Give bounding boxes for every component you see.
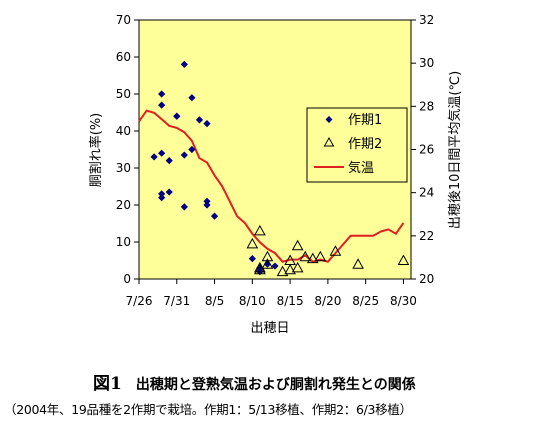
sakki2-point xyxy=(254,263,266,275)
sakki1-point xyxy=(150,153,158,161)
legend-triangle-marker xyxy=(323,136,335,147)
x-tick-label: 8/5 xyxy=(205,294,224,308)
x-tick-label: 8/15 xyxy=(277,294,304,308)
left-tick-label: 0 xyxy=(123,272,131,286)
legend-box xyxy=(306,107,408,183)
series-sakki2 xyxy=(246,224,410,277)
x-axis: 7/26 7/31 8/5 8/10 8/15 8/20 8/25 8/30 xyxy=(126,279,417,308)
sakki2-point xyxy=(291,261,304,273)
x-axis-label: 出穂日 xyxy=(250,321,289,336)
left-tick-label: 30 xyxy=(116,161,131,175)
temperature-line xyxy=(138,109,405,263)
sakki2-point xyxy=(314,250,327,262)
sakki1-point xyxy=(271,262,279,270)
sakki1-point xyxy=(188,145,196,154)
sakki1-point xyxy=(256,264,264,272)
y-axis-label-left: 胴割れ率(%) xyxy=(88,113,104,188)
sakki1-point xyxy=(158,190,166,198)
sakki1-point xyxy=(180,151,188,159)
sakki1-point xyxy=(188,94,196,102)
figure-caption-title: 図1 出穂期と登熟気温および胴割れ発生との関係 xyxy=(93,369,416,394)
sakki2-point xyxy=(261,250,274,262)
x-tick-label: 7/26 xyxy=(126,294,153,308)
x-tick-label: 8/30 xyxy=(390,294,417,308)
series-temperature xyxy=(138,109,405,263)
sakki2-point xyxy=(284,263,296,275)
left-tick-label: 20 xyxy=(116,198,131,212)
sakki2-point xyxy=(306,252,319,264)
sakki1-point xyxy=(248,255,256,263)
sakki2-point xyxy=(246,237,259,249)
chart: 0 10 20 30 40 50 60 70 20 22 24 26 28 30 32 7/26 7/31 8… xyxy=(88,13,463,336)
figure-number: 図1 xyxy=(93,374,122,394)
legend-diamond-marker xyxy=(325,116,333,123)
legend: 作期1 作期2 気温 xyxy=(306,107,408,183)
sakki2-point xyxy=(261,258,274,269)
left-tick-label: 50 xyxy=(116,87,131,101)
sakki1-point xyxy=(263,260,272,268)
right-y-axis: 20 22 24 26 28 30 32 xyxy=(411,13,434,286)
sakki1-point xyxy=(203,197,211,205)
right-tick-label: 20 xyxy=(419,272,434,286)
x-tick-label: 7/31 xyxy=(163,294,190,308)
sakki2-point xyxy=(352,258,364,269)
sakki1-point xyxy=(203,201,211,209)
x-tick-label: 8/25 xyxy=(352,294,379,308)
series-sakki1 xyxy=(150,60,279,276)
legend-label-temperature: 気温 xyxy=(348,160,374,176)
left-y-axis: 0 10 20 30 40 50 60 70 xyxy=(116,13,139,286)
right-tick-label: 22 xyxy=(419,229,434,243)
sakki1-point xyxy=(195,116,204,124)
sakki2-point xyxy=(397,254,410,265)
sakki1-point xyxy=(158,149,166,157)
legend-label-sakki1: 作期1 xyxy=(348,113,382,128)
x-tick-label: 8/20 xyxy=(314,294,341,308)
sakki1-point xyxy=(165,188,173,196)
right-tick-label: 32 xyxy=(419,13,434,27)
sakki2-point xyxy=(291,239,304,251)
right-tick-label: 30 xyxy=(419,56,434,70)
right-tick-label: 28 xyxy=(419,99,434,113)
legend-label-sakki2: 作期2 xyxy=(348,137,382,152)
left-tick-label: 70 xyxy=(116,13,131,27)
sakki2-point xyxy=(299,250,312,262)
figure-title: 出穂期と登熟気温および胴割れ発生との関係 xyxy=(135,377,416,393)
left-tick-label: 60 xyxy=(116,50,131,64)
figure-caption-note: （2004年、19品種を2作期で栽培。作期1：5/13移植、作期2：6/3移植） xyxy=(4,402,412,417)
sakki1-point xyxy=(158,90,166,98)
sakki2-point xyxy=(254,224,266,236)
sakki1-point xyxy=(180,60,188,68)
sakki1-point xyxy=(165,157,173,165)
y-axis-label-right: 出穂後10日間平均気温(℃) xyxy=(447,71,463,229)
left-tick-label: 10 xyxy=(116,235,131,249)
sakki1-point xyxy=(180,203,188,211)
left-tick-label: 40 xyxy=(116,124,131,138)
sakki2-point xyxy=(276,265,289,277)
x-tick-label: 8/10 xyxy=(239,294,266,308)
sakki1-point xyxy=(173,112,181,120)
right-tick-label: 26 xyxy=(419,143,434,157)
sakki1-point xyxy=(203,120,211,128)
sakki1-point xyxy=(210,212,219,220)
sakki2-point xyxy=(329,245,342,256)
sakki1-point xyxy=(158,101,166,109)
right-tick-label: 24 xyxy=(419,186,434,200)
sakki1-point xyxy=(158,194,166,202)
